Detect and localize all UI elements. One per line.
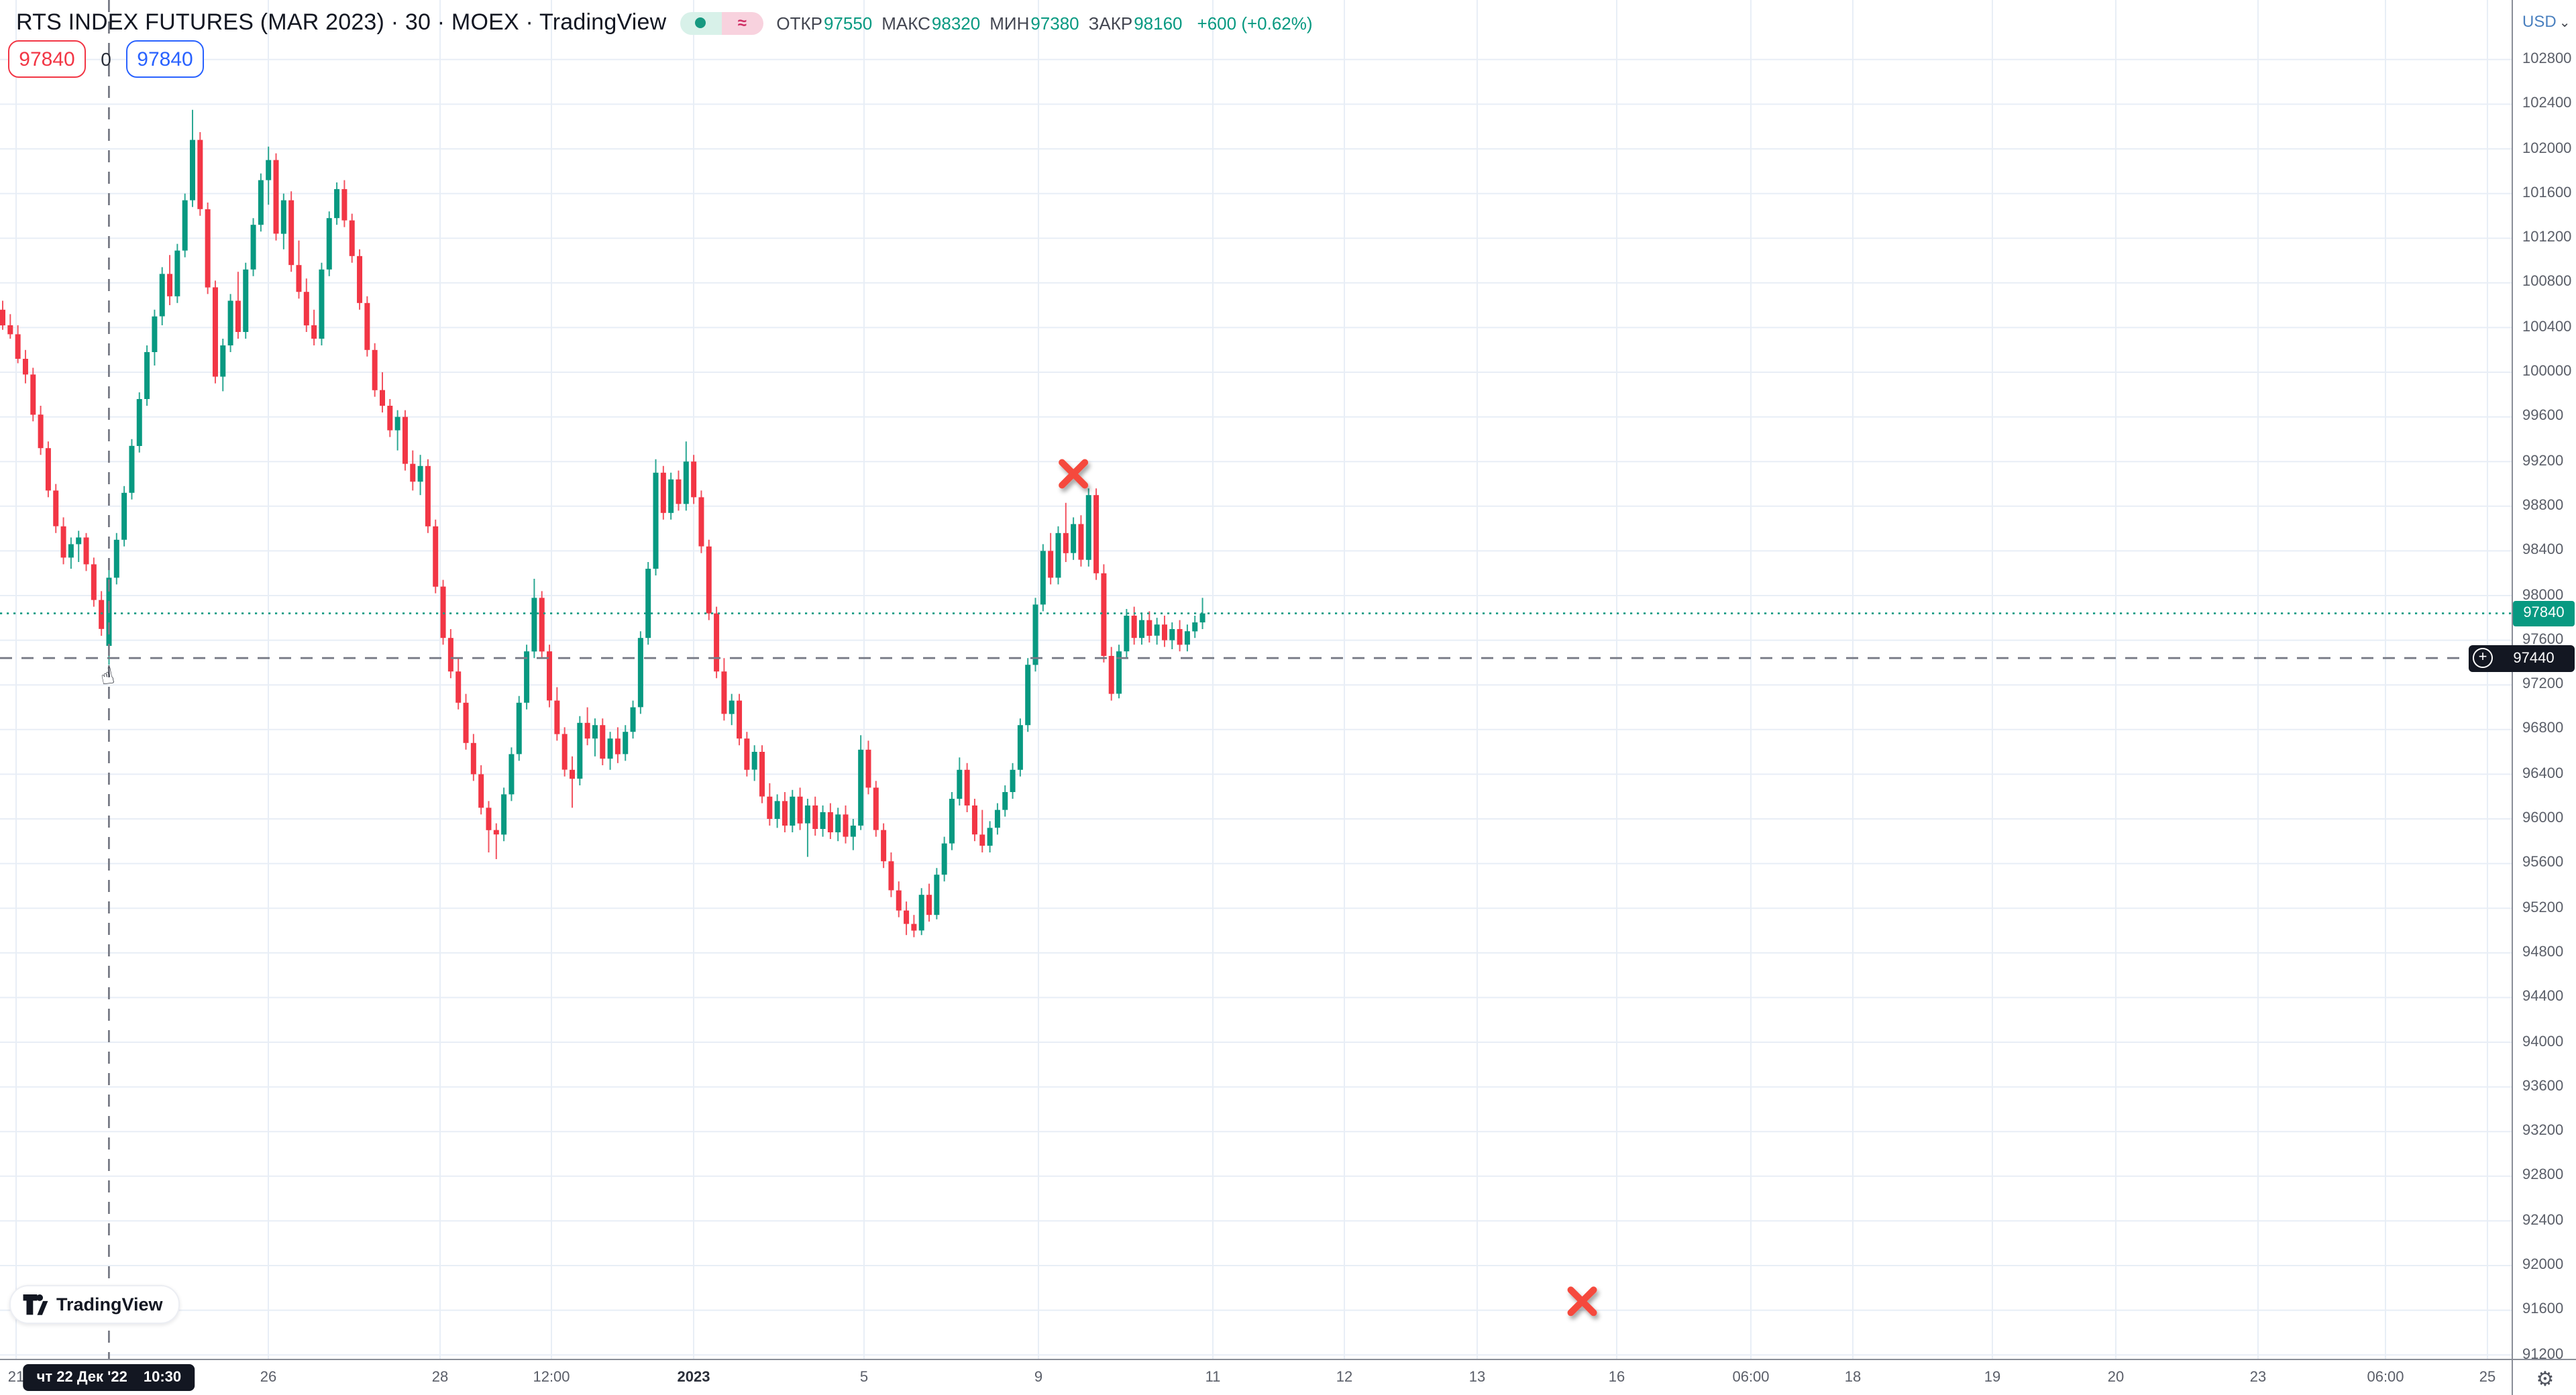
chart-canvas[interactable]: ☝: [0, 0, 2512, 1359]
price-tick-label: 94400: [2522, 989, 2564, 1005]
axis-corner-cell: ⚙: [2512, 1359, 2576, 1395]
price-tick-label: 102400: [2522, 95, 2572, 112]
time-axis-label: 26: [260, 1370, 277, 1386]
market-status-pill[interactable]: ≈: [680, 11, 763, 34]
price-tick-label: 94800: [2522, 944, 2564, 960]
price-tick-label: 101200: [2522, 229, 2572, 246]
price-tick-label: 99200: [2522, 453, 2564, 469]
price-axis[interactable]: USD ⌄ 102800 102400 102000 101600 101200 10080…: [2512, 0, 2576, 1362]
price-tick-label: 100000: [2522, 364, 2572, 380]
time-axis-label: 28: [431, 1370, 449, 1386]
time-axis-label: 19: [1984, 1370, 2001, 1386]
time-axis-label: 12: [1336, 1370, 1353, 1386]
chart-header: RTS INDEX FUTURES (MAR 2023) · 30 · MOEX…: [16, 9, 1313, 36]
chevron-down-icon: ⌄: [2559, 16, 2571, 31]
tradingview-logo-icon: [23, 1294, 48, 1315]
high-label: МАКС: [881, 13, 930, 33]
add-alert-plus-button[interactable]: +: [2473, 648, 2493, 669]
time-axis-label: 9: [1034, 1370, 1043, 1386]
time-axis-label: 13: [1468, 1370, 1486, 1386]
time-axis-label: 2023: [677, 1370, 710, 1386]
tradingview-logo-text: TradingView: [56, 1294, 163, 1315]
price-tick-label: 96000: [2522, 810, 2564, 826]
time-axis[interactable]: чт 22 Дек '22 10:30 21 26 28 12:00 2023 5 9 11 12…: [0, 1359, 2512, 1395]
spread-value: 0: [101, 48, 111, 70]
low-label: МИН: [989, 13, 1030, 33]
red-x-mark[interactable]: [1567, 1286, 1597, 1317]
price-tick-label: 100400: [2522, 319, 2572, 335]
price-tick-label: 95200: [2522, 899, 2564, 916]
buy-ask-button[interactable]: 97840: [126, 40, 204, 78]
symbol-title[interactable]: RTS INDEX FUTURES (MAR 2023) · 30 · MOEX…: [16, 9, 667, 35]
candles[interactable]: [0, 109, 1205, 938]
price-tick-label: 96800: [2522, 720, 2564, 737]
low-value: 97380: [1030, 13, 1079, 33]
price-tick-label: 102000: [2522, 140, 2572, 156]
candlestick-chart[interactable]: [0, 0, 2512, 1359]
price-tick-label: 93600: [2522, 1078, 2564, 1095]
crosshair-date-chip: чт 22 Дек '22 10:30: [23, 1364, 195, 1391]
crosshair-price-chip: + 97440: [2469, 645, 2575, 672]
gear-icon[interactable]: ⚙: [2536, 1368, 2555, 1390]
time-axis-label: 25: [2479, 1370, 2496, 1386]
time-axis-label: 16: [1608, 1370, 1625, 1386]
crosshair-time: 10:30: [143, 1370, 182, 1386]
price-tick-label: 97200: [2522, 676, 2564, 693]
price-tick-label: 92400: [2522, 1212, 2564, 1229]
delayed-data-icon: ≈: [721, 11, 763, 34]
price-tick-label: 98800: [2522, 497, 2564, 514]
time-axis-label: 5: [859, 1370, 869, 1386]
grid-lines: [0, 0, 2512, 1359]
time-axis-label: 21: [7, 1370, 25, 1386]
price-tick-label: 95600: [2522, 854, 2564, 871]
price-tick-label: 101600: [2522, 184, 2572, 201]
price-tick-label: 102800: [2522, 50, 2572, 67]
currency-selector[interactable]: USD ⌄: [2522, 12, 2570, 31]
price-tick-label: 99600: [2522, 408, 2564, 425]
last-price-tag: 97840: [2513, 600, 2575, 626]
time-axis-label: 06:00: [2367, 1370, 2404, 1386]
price-tick-label: 96400: [2522, 765, 2564, 782]
open-value: 97550: [823, 13, 873, 33]
price-tick-label: 98400: [2522, 542, 2564, 559]
crosshair-price-label: 97440: [2513, 650, 2555, 667]
open-label: ОТКР: [776, 13, 822, 33]
ohlc-legend: ОТКР 97550 МАКС 98320 МИН 97380 ЗАКР 98160 +…: [776, 13, 1312, 33]
price-tick-label: 91600: [2522, 1301, 2564, 1318]
price-tick-label: 92000: [2522, 1257, 2564, 1273]
price-tick-label: 98000: [2522, 587, 2564, 603]
red-x-mark[interactable]: [1059, 459, 1089, 489]
time-axis-label: 23: [2249, 1370, 2267, 1386]
time-axis-label: 12:00: [533, 1370, 570, 1386]
price-tick-label: 93200: [2522, 1123, 2564, 1139]
price-tick-label: 100800: [2522, 274, 2572, 290]
quote-row: 97840 0 97840: [8, 40, 204, 78]
close-label: ЗАКР: [1088, 13, 1133, 33]
market-open-dot-icon: [695, 17, 706, 28]
change-value: +600 (+0.62%): [1197, 13, 1313, 33]
currency-label: USD: [2522, 12, 2557, 31]
crosshair-date: чт 22 Дек '22: [36, 1370, 127, 1386]
high-value: 98320: [931, 13, 981, 33]
sell-bid-button[interactable]: 97840: [8, 40, 86, 78]
time-axis-label: 20: [2107, 1370, 2125, 1386]
time-axis-label: 06:00: [1732, 1370, 1770, 1386]
close-value: 98160: [1134, 13, 1183, 33]
tradingview-logo[interactable]: TradingView: [9, 1285, 180, 1324]
time-axis-label: 11: [1205, 1370, 1221, 1386]
time-axis-label: 18: [1844, 1370, 1862, 1386]
price-tick-label: 94000: [2522, 1034, 2564, 1050]
price-tick-label: 92800: [2522, 1167, 2564, 1184]
